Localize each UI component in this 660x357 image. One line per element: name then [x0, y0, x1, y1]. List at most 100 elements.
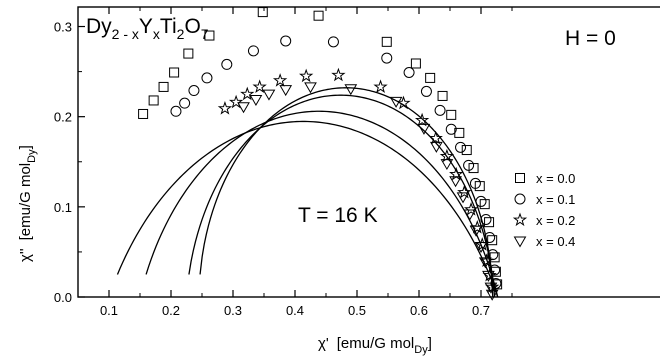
data-point-square [425, 72, 436, 83]
data-point-square [313, 10, 324, 21]
y-tick-label: 0.0 [54, 290, 72, 305]
data-point-square [138, 108, 149, 119]
data-point-circle [403, 67, 415, 79]
data-point-circle [170, 105, 182, 117]
data-point-star [228, 94, 244, 109]
data-point-circle [487, 249, 499, 261]
data-point-star [470, 220, 485, 234]
x-tick-label: 0.3 [224, 303, 242, 318]
x-tick-label: 0.1 [100, 303, 118, 318]
data-point-star [272, 73, 288, 87]
data-point-square [446, 109, 457, 120]
data-point-square [489, 252, 500, 263]
legend-label: x = 0.1 [536, 192, 575, 207]
data-point-circle [188, 85, 200, 97]
data-point-circle [484, 231, 496, 243]
data-point-star [252, 79, 267, 94]
data-point-triangle-down [449, 176, 462, 188]
data-point-triangle-down [279, 85, 293, 97]
x-tick-label: 0.7 [472, 303, 490, 318]
data-point-circle [469, 177, 481, 189]
legend-marker-triangle-down [513, 236, 527, 248]
data-point-circle [247, 45, 259, 57]
fit-curve [145, 110, 499, 298]
data-point-square [487, 235, 498, 246]
data-point-circle [221, 58, 233, 70]
legend-marker-star [512, 212, 528, 227]
data-point-triangle-down [389, 96, 403, 108]
data-point-triangle-down [478, 257, 492, 269]
data-point-circle [455, 141, 467, 153]
data-point-star [463, 202, 479, 216]
data-point-triangle-down [469, 225, 483, 237]
data-point-circle [445, 123, 457, 135]
data-point-square [183, 48, 194, 59]
y-tick-label: 0.2 [54, 110, 72, 125]
data-point-circle [480, 213, 492, 225]
formula-label: Dy2 - xYxTi2O7 [86, 15, 209, 42]
data-point-triangle-down [484, 282, 498, 294]
x-tick-label: 0.2 [162, 303, 180, 318]
data-point-triangle-down [456, 192, 470, 204]
legend: x = 0.0 x = 0.1 x = 0.2 x = 0.4 [512, 171, 575, 249]
data-point-triangle-down [463, 209, 477, 221]
data-point-triangle-down [474, 242, 488, 254]
data-point-square [479, 199, 490, 210]
legend-label: x = 0.4 [536, 234, 575, 249]
data-point-circle [201, 72, 213, 84]
axis-ticks: 0.1 0.2 0.3 0.4 0.5 0.6 0.7 0.0 0.1 0.2 0.3 [54, 7, 513, 318]
x-tick-label: 0.4 [286, 303, 304, 318]
data-point-square [169, 67, 180, 78]
x-axis-label: χ' [emu/G molDy] [318, 335, 432, 356]
data-point-circle [475, 195, 487, 207]
legend-marker-circle [514, 193, 526, 205]
data-point-square [410, 58, 421, 69]
data-point-triangle-down [344, 84, 358, 96]
data-point-circle [381, 52, 393, 64]
data-point-star [240, 86, 255, 101]
data-point-square [484, 217, 495, 228]
data-point-star [414, 112, 430, 127]
data-point-square [148, 95, 159, 106]
data-point-circle [463, 159, 475, 171]
plot-frame [77, 6, 660, 298]
fit-curve [188, 94, 496, 298]
data-point-square [381, 36, 392, 47]
data-point-triangle-down [417, 123, 431, 135]
temperature-label: T = 16 K [298, 204, 378, 227]
data-markers [138, 7, 503, 301]
data-point-star [396, 95, 411, 110]
data-point-star [457, 184, 472, 199]
data-point-circle [434, 104, 446, 116]
data-point-star [373, 79, 388, 94]
fit-curves [116, 87, 499, 298]
data-point-square [492, 279, 503, 290]
data-point-triangle-down [440, 159, 454, 171]
data-point-triangle-down [429, 141, 443, 153]
fit-curve [116, 120, 499, 298]
data-point-circle [280, 35, 292, 47]
data-point-star [428, 130, 443, 145]
data-point-circle [179, 97, 191, 109]
data-point-triangle-down [482, 270, 495, 282]
y-tick-label: 0.1 [54, 200, 72, 215]
data-point-square [158, 81, 169, 92]
data-point-star [479, 253, 494, 268]
data-point-triangle-down [304, 82, 317, 94]
fit-curve [199, 87, 494, 298]
legend-marker-square [515, 173, 525, 183]
field-label: H = 0 [565, 27, 616, 50]
y-axis-label: χ''[emu/G molDy] [17, 145, 38, 262]
data-point-square [204, 30, 215, 41]
data-point-circle [420, 85, 432, 97]
data-point-square [461, 145, 472, 156]
legend-label: x = 0.0 [536, 171, 575, 186]
data-point-star [439, 148, 455, 163]
data-point-star [217, 101, 233, 115]
legend-label: x = 0.2 [536, 213, 575, 228]
data-point-triangle-down [249, 95, 263, 107]
data-point-circle [327, 36, 339, 48]
data-point-square [257, 7, 268, 18]
data-point-star [331, 67, 346, 82]
